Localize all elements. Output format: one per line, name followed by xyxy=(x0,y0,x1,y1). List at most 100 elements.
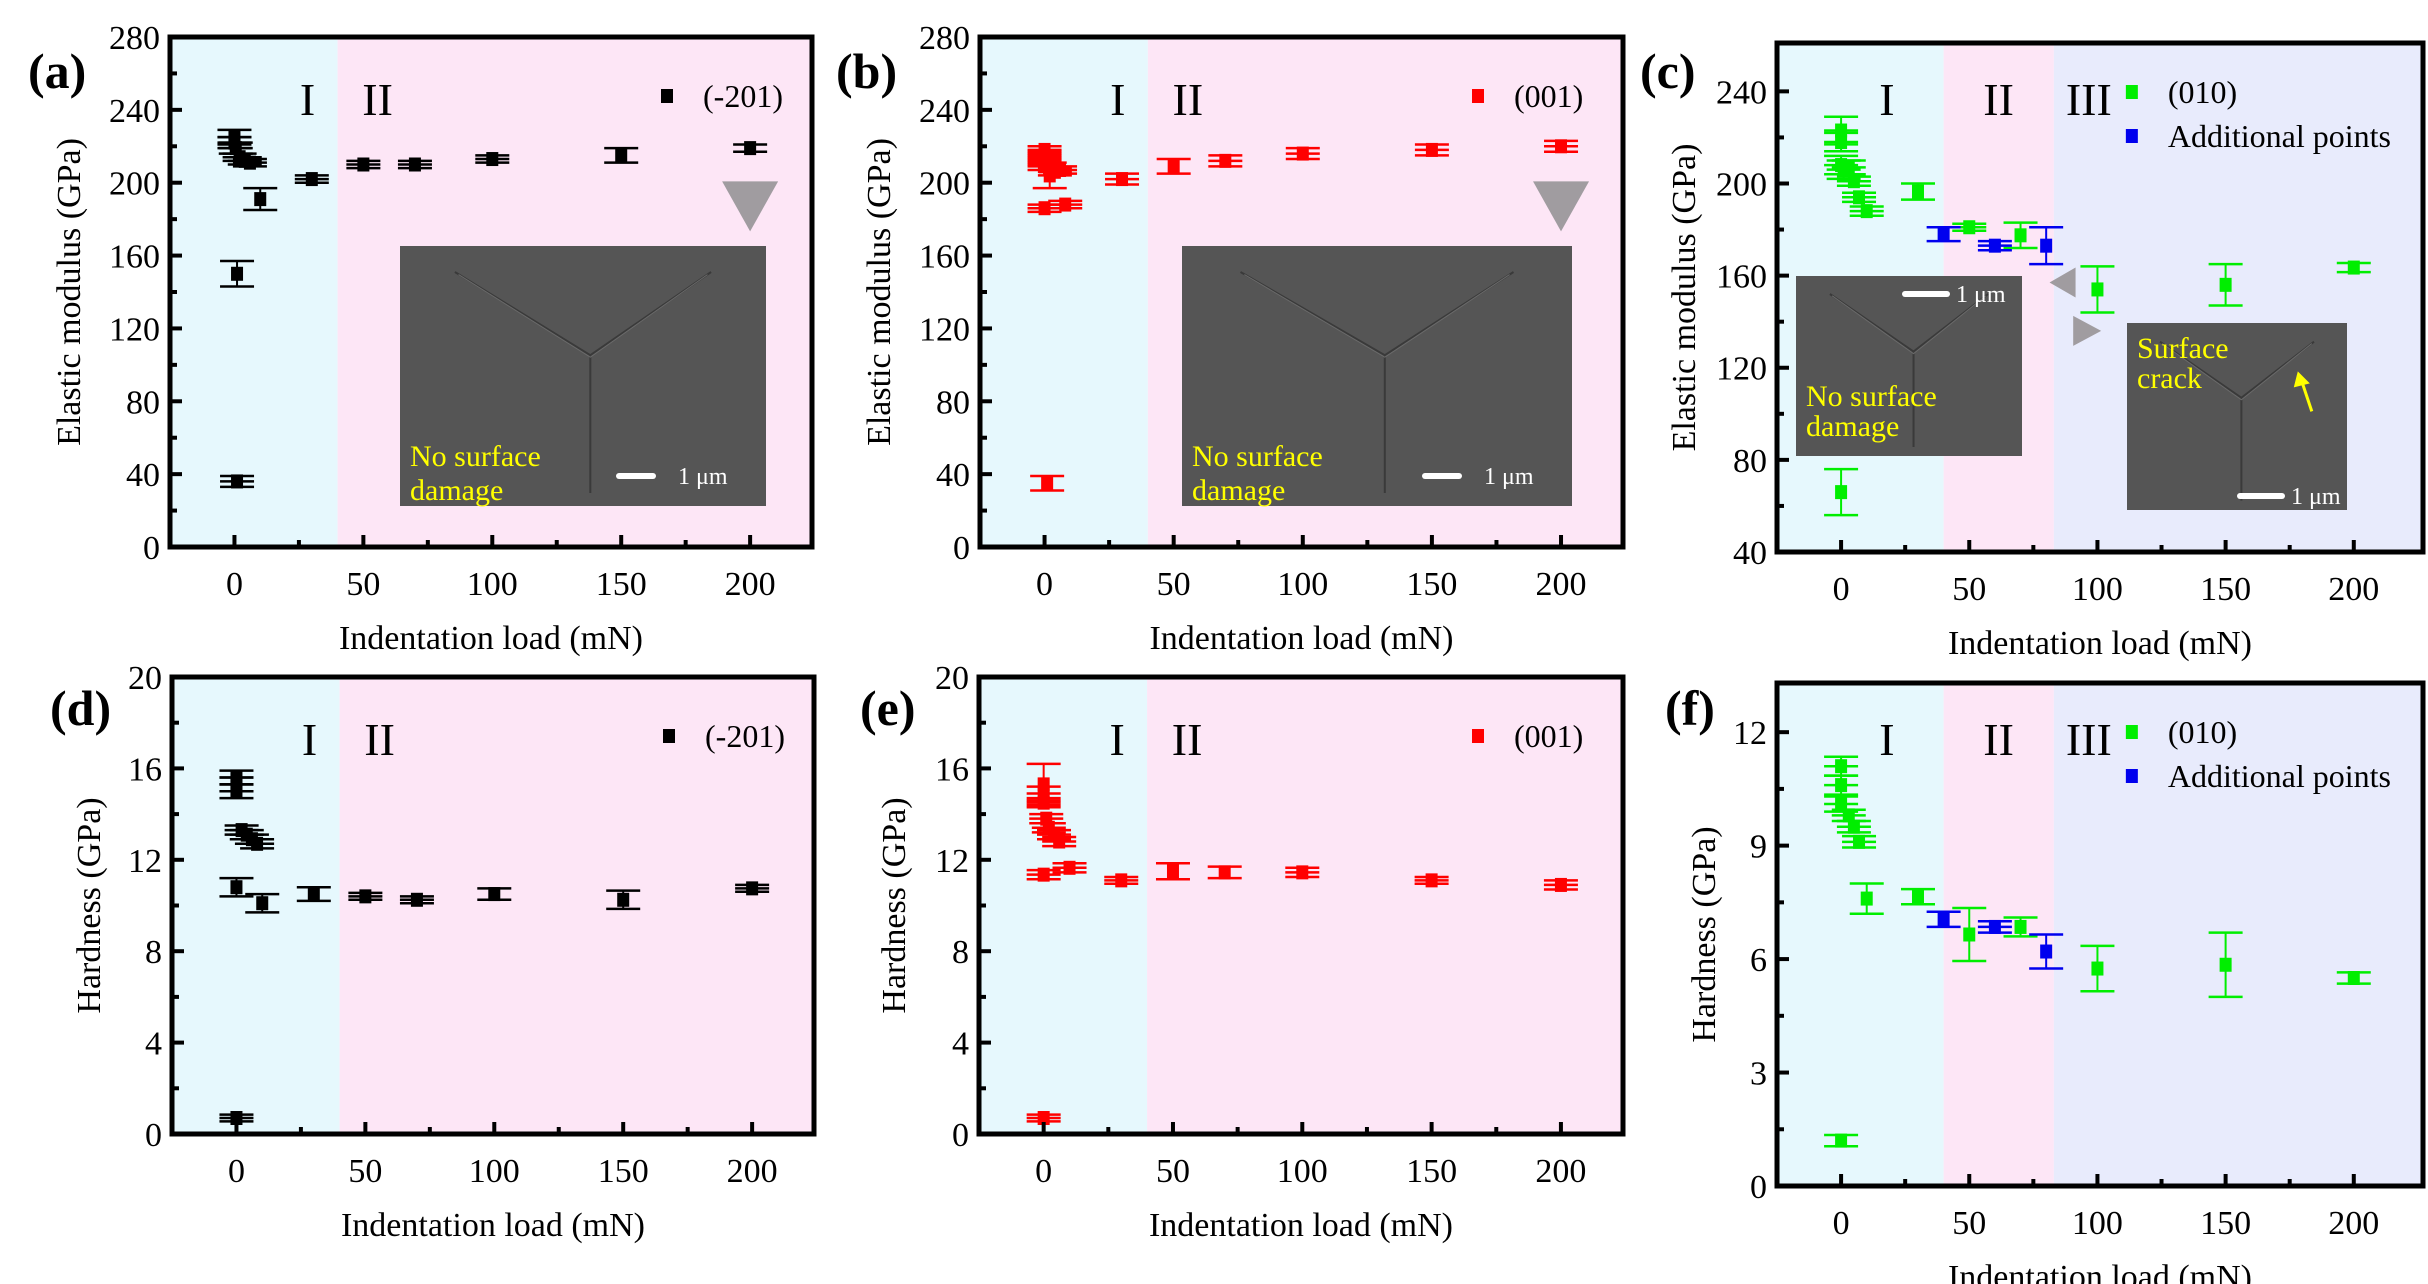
marker xyxy=(746,881,759,896)
marker xyxy=(254,192,267,207)
x-tick-label: 150 xyxy=(598,1153,649,1190)
x-tick-label: 100 xyxy=(2072,571,2123,608)
x-tick-label: 200 xyxy=(727,1153,778,1190)
y-tick-label: 0 xyxy=(1750,1169,1767,1206)
series--010- xyxy=(1824,115,2371,517)
marker xyxy=(1555,139,1568,154)
x-tick-label: 150 xyxy=(2200,571,2251,608)
region-I-background xyxy=(979,677,1148,1134)
y-tick-label: 160 xyxy=(109,239,160,276)
marker xyxy=(231,266,244,281)
data-point xyxy=(2208,262,2243,307)
legend: (001) xyxy=(1472,78,1583,114)
data-point xyxy=(1544,139,1579,154)
y-tick-label: 20 xyxy=(935,660,969,697)
data-point xyxy=(604,146,639,164)
marker xyxy=(2091,282,2104,297)
region-label-I: I xyxy=(1879,74,1894,125)
series--001- xyxy=(1026,762,1578,1126)
y-tick-label: 40 xyxy=(1733,535,1767,572)
marker xyxy=(1053,834,1066,849)
x-axis-title: Indentation load (mN) xyxy=(1948,1259,2252,1284)
x-tick-label: 50 xyxy=(348,1153,382,1190)
crack-arrowhead-icon xyxy=(2293,371,2310,388)
legend-label: (010) xyxy=(2168,74,2237,110)
region-I-background xyxy=(1777,683,1944,1186)
marker xyxy=(256,896,269,911)
indent-edge-highlight xyxy=(1831,295,1987,355)
marker xyxy=(1835,778,1848,793)
inset-caption: Surface xyxy=(2137,332,2229,365)
x-tick-label: 150 xyxy=(596,566,647,603)
legend-marker xyxy=(2125,769,2138,783)
panel-label: (e) xyxy=(860,680,916,736)
legend-label: (001) xyxy=(1514,78,1583,114)
data-point xyxy=(1836,174,1871,189)
x-tick-label: 150 xyxy=(2200,1205,2251,1242)
data-point xyxy=(1026,867,1061,882)
data-point xyxy=(2029,226,2064,266)
legend-marker xyxy=(1472,89,1484,103)
y-tick-label: 0 xyxy=(952,1117,969,1154)
marker xyxy=(408,157,421,172)
legend-label: (-201) xyxy=(705,718,785,754)
marker xyxy=(1860,891,1873,906)
indent-impression-icon xyxy=(2159,340,2315,501)
indenter-marker-icon xyxy=(722,181,779,232)
x-axis-title: Indentation load (mN) xyxy=(339,620,643,657)
data-point xyxy=(1104,873,1139,888)
indent-impression-icon xyxy=(1240,271,1515,493)
marker xyxy=(230,1111,243,1126)
y-tick-label: 200 xyxy=(1716,166,1767,203)
marker xyxy=(230,784,243,799)
data-point xyxy=(477,887,512,902)
marker xyxy=(1847,819,1860,834)
x-tick-label: 50 xyxy=(1952,571,1986,608)
data-point xyxy=(245,892,280,914)
marker xyxy=(1860,204,1873,219)
data-point xyxy=(1952,906,1987,963)
x-tick-label: 150 xyxy=(1406,566,1457,603)
legend-label: Additional points xyxy=(2168,118,2391,154)
y-tick-label: 120 xyxy=(109,311,160,348)
inset-caption: damage xyxy=(410,474,503,507)
data-point xyxy=(1156,157,1191,175)
marker xyxy=(1037,1111,1050,1126)
marker xyxy=(1835,1133,1848,1148)
y-tick-label: 80 xyxy=(126,384,160,421)
scale-bar-label: 1 μm xyxy=(1956,282,2006,308)
legend-marker xyxy=(2125,129,2138,143)
legend-label: Additional points xyxy=(2168,758,2391,794)
series-additional-points xyxy=(1926,910,2064,970)
y-tick-label: 40 xyxy=(126,457,160,494)
data-point xyxy=(606,889,641,911)
y-tick-label: 20 xyxy=(128,660,162,697)
legend: (010) Additional points xyxy=(2125,714,2391,794)
data-point xyxy=(220,474,255,489)
inset-caption: No surface xyxy=(1806,380,1937,413)
marker xyxy=(1296,865,1309,880)
marker xyxy=(1853,190,1866,205)
sem-image xyxy=(1182,246,1572,506)
data-point xyxy=(1952,220,1987,235)
marker xyxy=(2040,944,2053,959)
x-axis-title: Indentation load (mN) xyxy=(1149,620,1453,657)
y-axis-title: Elastic modulus (GPa) xyxy=(1666,144,1703,452)
data-point xyxy=(1842,834,1877,849)
data-point xyxy=(1836,819,1871,834)
x-tick-label: 200 xyxy=(1536,566,1587,603)
marker xyxy=(1963,927,1976,942)
inset-caption: damage xyxy=(1192,474,1285,507)
marker xyxy=(1554,877,1567,892)
data-point xyxy=(2080,944,2115,993)
marker xyxy=(1116,172,1129,187)
scale-bar-label: 1 μm xyxy=(678,464,728,490)
region-label-I: I xyxy=(302,714,317,765)
plot-frame xyxy=(1774,40,2426,555)
data-point xyxy=(243,186,278,212)
data-point xyxy=(219,783,254,800)
y-tick-label: 160 xyxy=(919,239,970,276)
region-label-II: II xyxy=(1983,714,2014,765)
